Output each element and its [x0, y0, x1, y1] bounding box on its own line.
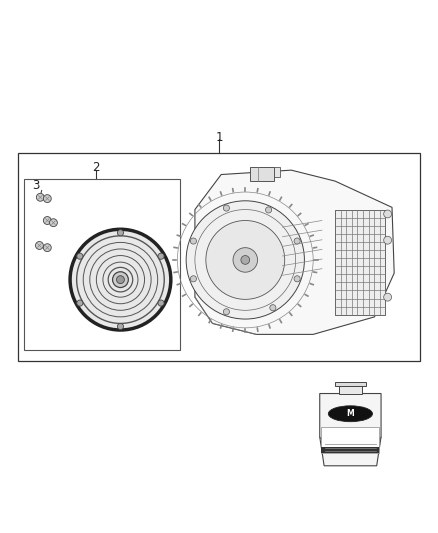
Ellipse shape: [328, 406, 372, 422]
Circle shape: [117, 230, 124, 236]
Text: 3: 3: [32, 179, 39, 192]
Circle shape: [43, 216, 51, 224]
Circle shape: [77, 300, 83, 306]
Circle shape: [384, 210, 392, 218]
Circle shape: [43, 195, 51, 203]
Bar: [261, 167, 280, 177]
Circle shape: [191, 276, 197, 282]
Text: M: M: [346, 409, 354, 418]
Bar: [321, 427, 379, 453]
Bar: [321, 447, 379, 453]
Text: 1: 1: [215, 131, 223, 144]
Circle shape: [117, 276, 124, 284]
Bar: [18, 152, 420, 361]
Circle shape: [36, 193, 44, 201]
Circle shape: [270, 305, 276, 311]
Circle shape: [206, 221, 285, 300]
Circle shape: [241, 255, 250, 264]
Text: 4: 4: [355, 385, 363, 398]
Circle shape: [49, 219, 57, 227]
Circle shape: [158, 300, 164, 306]
Circle shape: [113, 272, 128, 287]
Circle shape: [294, 238, 300, 244]
Bar: [335, 209, 385, 314]
Circle shape: [294, 276, 300, 282]
Polygon shape: [195, 170, 394, 334]
Circle shape: [223, 205, 230, 211]
Circle shape: [158, 253, 164, 259]
Text: 2: 2: [92, 161, 100, 174]
Bar: [24, 179, 180, 350]
Circle shape: [191, 238, 197, 244]
Polygon shape: [320, 393, 381, 466]
Bar: [250, 167, 274, 181]
Bar: [339, 386, 362, 393]
Circle shape: [265, 207, 272, 213]
Bar: [335, 382, 366, 386]
Circle shape: [77, 253, 83, 259]
Circle shape: [43, 244, 51, 252]
Circle shape: [223, 309, 230, 315]
Circle shape: [233, 248, 258, 272]
Circle shape: [117, 324, 124, 329]
Circle shape: [70, 229, 171, 330]
Circle shape: [384, 236, 392, 244]
Circle shape: [384, 293, 392, 301]
Circle shape: [186, 201, 304, 319]
Circle shape: [35, 241, 43, 249]
